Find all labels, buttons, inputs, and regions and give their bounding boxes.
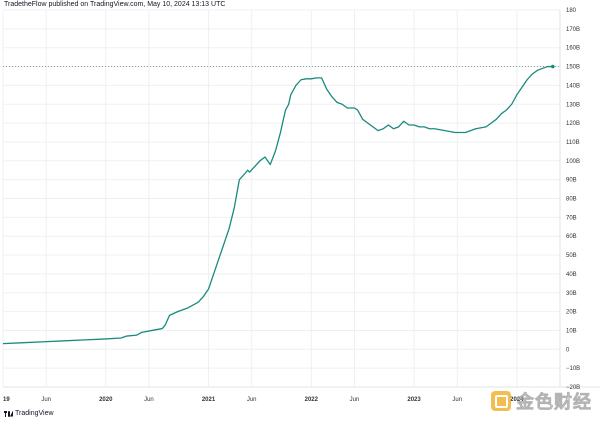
x-tick-label: 2023 — [407, 397, 421, 403]
tradingview-icon — [4, 410, 13, 417]
watermark-text: 金色财经 — [516, 392, 592, 414]
x-tick-label: 2021 — [202, 397, 216, 403]
y-tick-label: 120B — [566, 121, 580, 127]
x-tick-label: 2020 — [99, 397, 113, 403]
y-tick-label: −20B — [566, 385, 580, 391]
y-axis: −20B −10B 0 10B 20B 30B 40B 50B 60B 70B 80B 90B 100B… — [566, 8, 580, 391]
y-tick-label: 30B — [566, 291, 577, 297]
y-tick-label: 90B — [566, 178, 577, 184]
y-tick-label: 110B — [566, 140, 580, 146]
last-value-marker — [551, 64, 555, 69]
y-tick-label: 20B — [566, 310, 577, 316]
y-tick-label: 180 — [566, 8, 577, 14]
y-tick-label: 0 — [566, 347, 570, 353]
tradingview-label: TradingView — [15, 410, 54, 417]
y-tick-label: 160B — [566, 46, 580, 52]
watermark: 金色财经 — [491, 388, 592, 414]
chart-grid — [2, 9, 600, 388]
y-tick-label: 130B — [566, 102, 580, 108]
x-tick-label: Jun — [144, 397, 154, 403]
x-axis: 19 Jun 2020 Jun 2021 Jun 2022 Jun 2023 Jun 2024 — [3, 397, 524, 403]
y-tick-label: 100B — [566, 159, 580, 165]
y-tick-label: 80B — [566, 197, 577, 203]
y-tick-label: 10B — [566, 328, 577, 334]
x-tick-label: 19 — [3, 397, 10, 403]
y-tick-label: 150B — [566, 65, 580, 71]
series-line — [2, 65, 553, 345]
y-tick-label: 140B — [566, 83, 580, 89]
x-tick-label: 2024 — [510, 397, 524, 403]
x-tick-label: 2022 — [305, 397, 319, 403]
tradingview-logo: TradingView — [4, 410, 54, 417]
x-tick-label: Jun — [41, 397, 51, 403]
x-tick-label: Jun — [452, 397, 462, 403]
x-tick-label: Jun — [350, 397, 360, 403]
y-tick-label: 170B — [566, 27, 580, 33]
y-tick-label: 40B — [566, 272, 577, 278]
y-tick-label: 60B — [566, 234, 577, 240]
y-tick-label: −10B — [566, 366, 580, 372]
watermark-logo-icon — [491, 391, 511, 411]
y-tick-label: 70B — [566, 215, 577, 221]
y-tick-label: 50B — [566, 253, 577, 259]
publisher-line: TradetheFlow published on TradingView.co… — [4, 1, 226, 8]
x-tick-label: Jun — [247, 397, 257, 403]
